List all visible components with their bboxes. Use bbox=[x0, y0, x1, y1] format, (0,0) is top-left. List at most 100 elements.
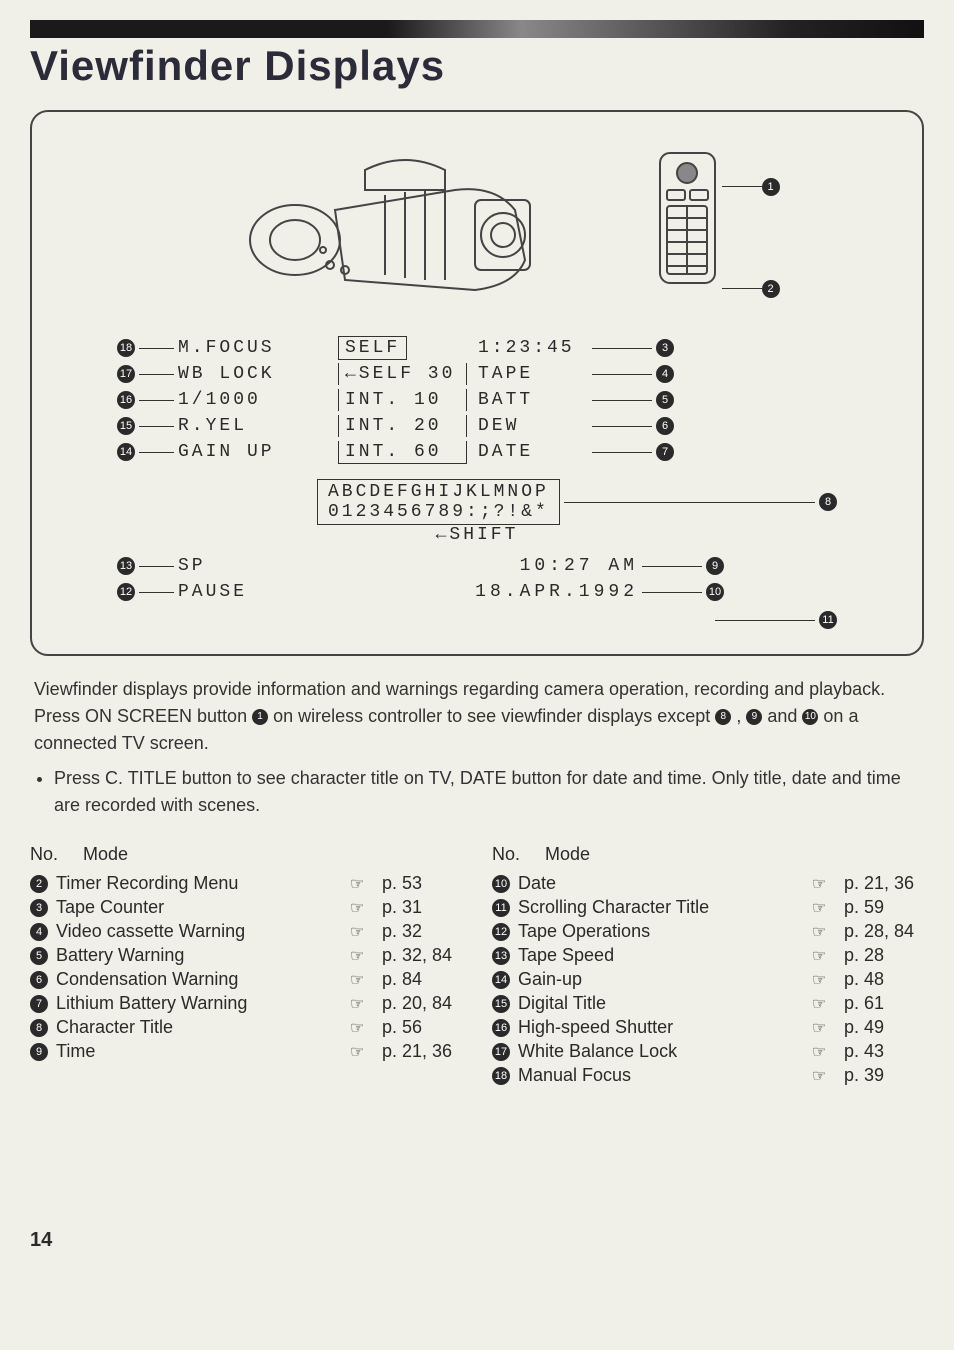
mode-num: 6 bbox=[30, 971, 48, 989]
mode-num: 17 bbox=[492, 1043, 510, 1061]
desc-bullet-10: 10 bbox=[802, 709, 818, 725]
pointer-icon: ☞ bbox=[350, 1042, 374, 1062]
mode-num: 13 bbox=[492, 947, 510, 965]
page-ref: p. 31 bbox=[382, 897, 462, 918]
osd-row: 14 GAIN UP INT. 60 DATE 7 bbox=[117, 439, 837, 465]
pointer-icon: ☞ bbox=[350, 874, 374, 894]
char-box: ABCDEFGHIJKLMNOP 0123456789:;?!&* bbox=[317, 479, 560, 525]
page-ref: p. 21, 36 bbox=[382, 1041, 462, 1062]
callout-1: 1 bbox=[762, 178, 780, 196]
page-ref: p. 59 bbox=[844, 897, 924, 918]
mode-label: White Balance Lock bbox=[518, 1041, 804, 1062]
diagram-box: 1 2 18 M.FOCUS SELF 1:23:45 3 17 WB LOCK… bbox=[30, 110, 924, 656]
head-no: No. bbox=[30, 844, 58, 864]
osd-row: 15 R.YEL INT. 20 DEW 6 bbox=[117, 413, 837, 439]
description: Viewfinder displays provide information … bbox=[34, 676, 920, 819]
page-ref: p. 48 bbox=[844, 969, 924, 990]
page-title: Viewfinder Displays bbox=[30, 42, 924, 90]
mode-label: Tape Operations bbox=[518, 921, 804, 942]
mode-num: 8 bbox=[30, 1019, 48, 1037]
pointer-icon: ☞ bbox=[812, 1018, 836, 1038]
osd-row: 16 1/1000 INT. 10 BATT 5 bbox=[117, 387, 837, 413]
header-bar bbox=[30, 20, 924, 38]
page-number: 14 bbox=[30, 1229, 924, 1252]
mode-num: 16 bbox=[492, 1019, 510, 1037]
mode-num: 18 bbox=[492, 1067, 510, 1085]
char-line-2: 0123456789:;?!&* bbox=[328, 502, 549, 522]
mode-label: Tape Speed bbox=[518, 945, 804, 966]
mode-label: Video cassette Warning bbox=[56, 921, 342, 942]
pointer-icon: ☞ bbox=[350, 946, 374, 966]
mode-row: 3 Tape Counter ☞ p. 31 bbox=[30, 897, 462, 918]
mode-tables: No. Mode 2 Timer Recording Menu ☞ p. 53 … bbox=[30, 844, 924, 1089]
mode-row: 2 Timer Recording Menu ☞ p. 53 bbox=[30, 873, 462, 894]
mode-row: 16 High-speed Shutter ☞ p. 49 bbox=[492, 1017, 924, 1038]
mode-row: 6 Condensation Warning ☞ p. 84 bbox=[30, 969, 462, 990]
callout-11: 11 bbox=[819, 611, 837, 629]
mode-label: High-speed Shutter bbox=[518, 1017, 804, 1038]
osd-area: 18 M.FOCUS SELF 1:23:45 3 17 WB LOCK ←SE… bbox=[117, 335, 837, 629]
osd-bottom-row: 12 PAUSE 18.APR.1992 10 bbox=[117, 579, 837, 605]
mode-label: Character Title bbox=[56, 1017, 342, 1038]
mode-num: 9 bbox=[30, 1043, 48, 1061]
desc-bullet-8: 8 bbox=[715, 709, 731, 725]
page-ref: p. 32, 84 bbox=[382, 945, 462, 966]
pointer-icon: ☞ bbox=[812, 970, 836, 990]
mode-num: 12 bbox=[492, 923, 510, 941]
mode-num: 2 bbox=[30, 875, 48, 893]
head-mode-r: Mode bbox=[545, 844, 590, 864]
pointer-icon: ☞ bbox=[812, 874, 836, 894]
mode-col-right: No. Mode 10 Date ☞ p. 21, 36 11 Scrollin… bbox=[492, 844, 924, 1089]
page-ref: p. 28, 84 bbox=[844, 921, 924, 942]
pointer-icon: ☞ bbox=[812, 1042, 836, 1062]
page-ref: p. 56 bbox=[382, 1017, 462, 1038]
pointer-icon: ☞ bbox=[350, 994, 374, 1014]
pointer-icon: ☞ bbox=[812, 922, 836, 942]
page-ref: p. 39 bbox=[844, 1065, 924, 1086]
mode-num: 4 bbox=[30, 923, 48, 941]
pointer-icon: ☞ bbox=[812, 1066, 836, 1086]
mode-row: 13 Tape Speed ☞ p. 28 bbox=[492, 945, 924, 966]
osd-row: 18 M.FOCUS SELF 1:23:45 3 bbox=[117, 335, 837, 361]
mode-row: 11 Scrolling Character Title ☞ p. 59 bbox=[492, 897, 924, 918]
osd-row: 17 WB LOCK ←SELF 30 TAPE 4 bbox=[117, 361, 837, 387]
mode-label: Manual Focus bbox=[518, 1065, 804, 1086]
mode-label: Battery Warning bbox=[56, 945, 342, 966]
callout-8: 8 bbox=[819, 493, 837, 511]
desc-p1b: on wireless controller to see viewfinder… bbox=[273, 706, 715, 726]
mode-num: 10 bbox=[492, 875, 510, 893]
remote-illustration bbox=[655, 148, 720, 288]
mode-label: Date bbox=[518, 873, 804, 894]
illustration-row: 1 2 bbox=[62, 130, 892, 310]
page-ref: p. 32 bbox=[382, 921, 462, 942]
mode-label: Gain-up bbox=[518, 969, 804, 990]
mode-row: 18 Manual Focus ☞ p. 39 bbox=[492, 1065, 924, 1086]
pointer-icon: ☞ bbox=[350, 898, 374, 918]
mode-row: 14 Gain-up ☞ p. 48 bbox=[492, 969, 924, 990]
mode-num: 14 bbox=[492, 971, 510, 989]
page-ref: p. 43 bbox=[844, 1041, 924, 1062]
mode-row: 9 Time ☞ p. 21, 36 bbox=[30, 1041, 462, 1062]
pointer-icon: ☞ bbox=[812, 898, 836, 918]
page-ref: p. 21, 36 bbox=[844, 873, 924, 894]
mode-row: 7 Lithium Battery Warning ☞ p. 20, 84 bbox=[30, 993, 462, 1014]
desc-p2: Press C. TITLE button to see character t… bbox=[54, 765, 920, 819]
mode-label: Time bbox=[56, 1041, 342, 1062]
pointer-icon: ☞ bbox=[812, 994, 836, 1014]
mode-num: 15 bbox=[492, 995, 510, 1013]
mode-num: 5 bbox=[30, 947, 48, 965]
mode-num: 11 bbox=[492, 899, 510, 917]
camcorder-illustration bbox=[235, 130, 575, 310]
page-ref: p. 20, 84 bbox=[382, 993, 462, 1014]
mode-label: Digital Title bbox=[518, 993, 804, 1014]
mode-label: Tape Counter bbox=[56, 897, 342, 918]
mode-col-left: No. Mode 2 Timer Recording Menu ☞ p. 53 … bbox=[30, 844, 462, 1089]
mode-head-right: No. Mode bbox=[492, 844, 924, 865]
page-ref: p. 28 bbox=[844, 945, 924, 966]
desc-p1c: , bbox=[736, 706, 746, 726]
callout-2: 2 bbox=[762, 280, 780, 298]
mode-row: 5 Battery Warning ☞ p. 32, 84 bbox=[30, 945, 462, 966]
mode-row: 4 Video cassette Warning ☞ p. 32 bbox=[30, 921, 462, 942]
desc-p1d: and bbox=[767, 706, 802, 726]
mode-label: Scrolling Character Title bbox=[518, 897, 804, 918]
